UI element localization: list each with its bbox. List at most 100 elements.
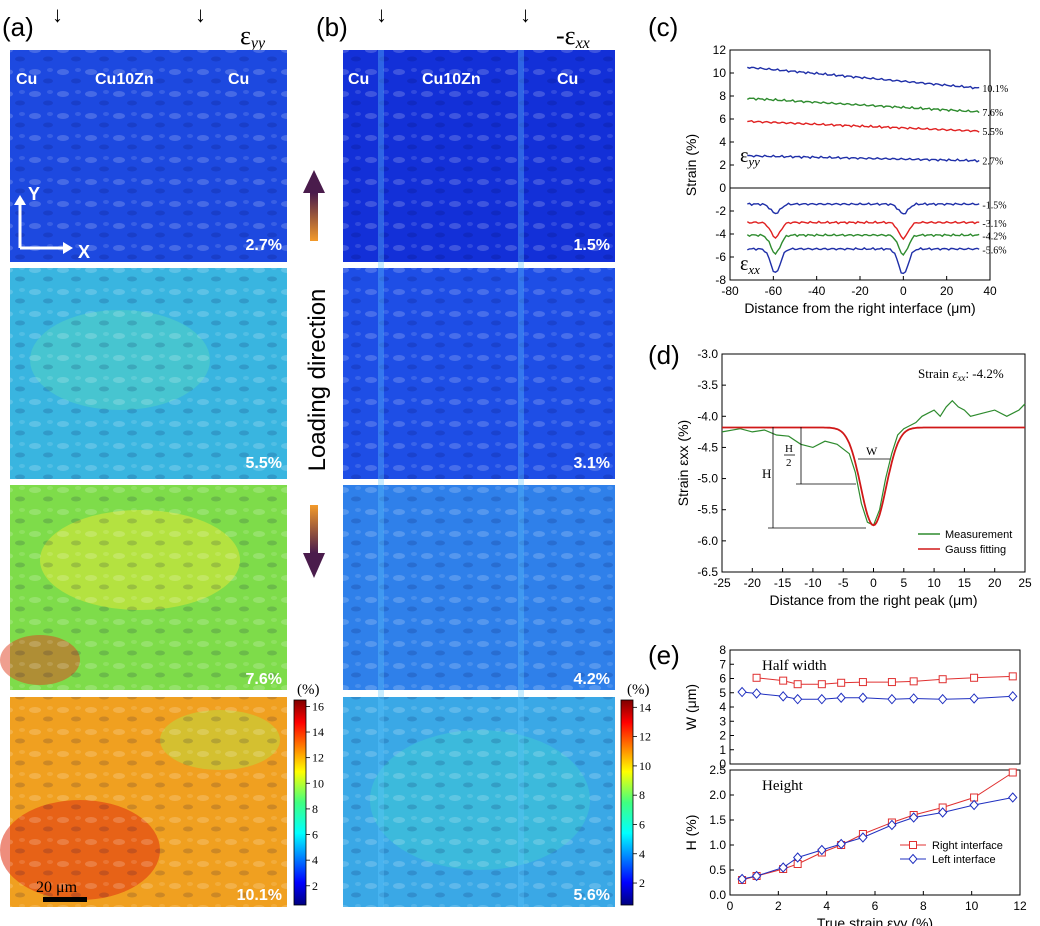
data-point — [937, 693, 948, 705]
data-point — [751, 870, 762, 882]
data-point — [792, 693, 803, 705]
y-tick-label: 0 — [719, 757, 726, 771]
data-point — [737, 873, 747, 885]
eps-yy-annotation: εyy — [740, 145, 760, 169]
panel-b: (b) ↓ ↓ -εxx Cu Cu10Zn Cu 1.5% 3.1% 4.2%… — [316, 2, 651, 907]
y-tick-label: -4.0 — [697, 409, 718, 423]
x-tick-label: -60 — [765, 284, 783, 298]
region-label-cu-right: Cu — [557, 71, 578, 88]
panel-c-label: (c) — [648, 12, 678, 42]
panel-d: (d) Strain εxx: -4.2% -6.5 -6.0 -5.5 -5.0 -4… — [648, 340, 1032, 608]
legend-label: Measurement — [945, 529, 1012, 541]
y-tick-label: 0.0 — [709, 888, 726, 902]
axis-x-label: X — [78, 242, 90, 262]
strain-eyy-symbol: εyy — [240, 21, 266, 52]
y-tick-label: -6.5 — [697, 565, 718, 579]
region-label-cu-left: Cu — [16, 71, 37, 88]
data-point — [937, 807, 948, 818]
y-tick-label: 8 — [719, 89, 726, 103]
colorbar-tick-label: 10 — [639, 759, 651, 773]
y-tick-label: 4 — [719, 700, 726, 714]
map-b1-label: 1.5% — [574, 237, 610, 254]
y-tick-label: -4.5 — [697, 440, 718, 454]
panel-e-label: (e) — [648, 640, 680, 670]
data-point — [778, 862, 788, 873]
data-point — [1008, 672, 1017, 681]
colorbar-tick-label: 14 — [312, 725, 324, 739]
panel-a-label: (a) — [2, 12, 34, 42]
y-tick-label: 12 — [713, 43, 727, 57]
y-tick-label: 0 — [719, 181, 726, 195]
y-tick-label: 0.5 — [709, 863, 726, 877]
series-line — [747, 154, 980, 163]
x-tick-label: -10 — [804, 576, 822, 590]
y-tick-label: 8 — [719, 643, 726, 657]
y-tick-label: -8 — [715, 273, 726, 287]
y-tick-label: 7 — [719, 657, 726, 671]
data-point — [778, 691, 788, 702]
x-tick-label: 40 — [983, 284, 997, 298]
series-line — [741, 772, 1014, 881]
y-tick-label: 2 — [719, 729, 726, 743]
svg-text:W: W — [866, 444, 878, 458]
data-point — [969, 693, 979, 704]
map-a3-label: 7.6% — [246, 671, 282, 688]
series-label: 2.7% — [982, 157, 1003, 168]
x-axis-label: True strain εyy (%) — [817, 915, 933, 926]
series-line — [747, 247, 980, 275]
colorbar-a: (%) — [293, 682, 320, 906]
chart-e-top-title: Half width — [762, 658, 827, 674]
axis-indicator: Y X — [14, 184, 90, 262]
colorbar-tick-label: 4 — [639, 847, 645, 861]
series-line — [746, 233, 980, 256]
data-point — [817, 844, 827, 856]
series-label: -3.1% — [982, 219, 1006, 230]
data-point — [752, 673, 761, 682]
x-tick-label: -40 — [808, 284, 826, 298]
x-tick-label: 0 — [900, 284, 907, 298]
series-line — [747, 66, 980, 90]
data-point — [793, 680, 802, 689]
colorbar-tick-label: 16 — [312, 699, 324, 713]
strain-exx-symbol: -εxx — [556, 21, 590, 52]
svg-text:2: 2 — [786, 457, 792, 469]
panel-b-label: (b) — [316, 12, 348, 42]
colorbar-tick-label: 10 — [312, 776, 324, 790]
y-axis-label: Strain (%) — [683, 134, 699, 196]
data-point — [969, 799, 979, 811]
colorbar-tick-label: 4 — [312, 853, 318, 867]
series-label: -4.2% — [982, 232, 1006, 243]
x-tick-label: 6 — [872, 899, 879, 913]
y-tick-label: 1 — [719, 743, 726, 757]
data-point — [970, 673, 979, 682]
chart-e-bottom-title: Height — [762, 778, 804, 794]
x-tick-label: 8 — [920, 899, 927, 913]
y-tick-label: -5.0 — [697, 472, 718, 486]
series-line — [746, 97, 980, 114]
region-label-cu-left: Cu — [348, 71, 369, 88]
legend-label: Right interface — [932, 840, 1003, 852]
data-point — [858, 678, 867, 687]
series-line — [747, 202, 980, 215]
series-label: -5.6% — [982, 246, 1006, 257]
y-tick-label: 1.5 — [709, 813, 726, 827]
panel-a: (a) ↓ ↓ εyy Cu Cu10Zn Cu Y X 2.7% 5.5 — [0, 2, 324, 907]
y-tick-label: 10 — [713, 66, 727, 80]
svg-text:H: H — [785, 443, 793, 455]
y-tick-label: -3.0 — [697, 347, 718, 361]
map-b4-label: 5.6% — [574, 887, 610, 904]
data-point — [836, 838, 846, 850]
y-tick-label: -3.5 — [697, 378, 718, 392]
y-tick-label: 6 — [719, 112, 726, 126]
x-tick-label: 20 — [988, 576, 1002, 590]
eps-xx-annotation: εxx — [740, 253, 760, 277]
region-label-cu10zn: Cu10Zn — [95, 71, 154, 88]
scale-bar: 20 μm — [36, 879, 87, 902]
data-point — [887, 678, 896, 687]
x-axis-label: Distance from the right peak (μm) — [769, 592, 977, 608]
x-tick-label: -20 — [744, 576, 762, 590]
loading-direction: Loading direction — [303, 170, 331, 578]
